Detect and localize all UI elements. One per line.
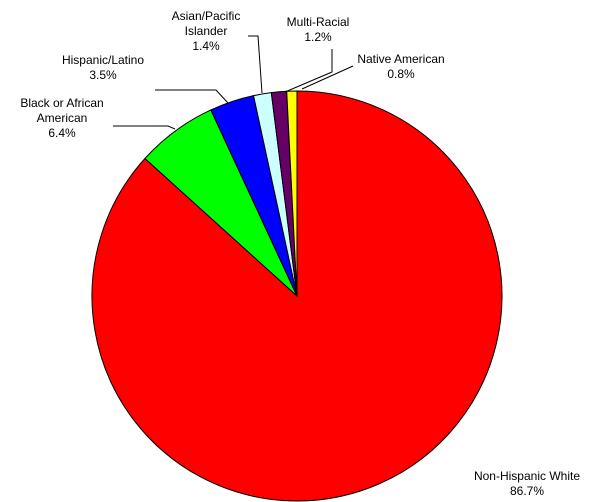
slice-category-label: Non-Hispanic White xyxy=(474,469,580,483)
slice-value-label: 3.5% xyxy=(89,68,117,82)
slice-label-hispanic-latino: Hispanic/Latino 3.5% xyxy=(62,53,144,82)
leader-lines xyxy=(113,35,354,130)
leader-line-native-american xyxy=(301,65,354,90)
slice-value-label: 6.4% xyxy=(48,126,76,140)
slice-category-label: Multi-Racial xyxy=(287,15,350,29)
slice-category-label: Hispanic/Latino xyxy=(62,53,144,67)
slice-label-multi-racial: Multi-Racial 1.2% xyxy=(287,15,350,44)
pie-slices xyxy=(91,90,503,502)
slice-value-label: 1.2% xyxy=(304,30,332,44)
slice-category-label: Native American xyxy=(357,52,444,66)
leader-line-multi-racial xyxy=(284,49,333,93)
leader-line-hispanic-latino xyxy=(155,89,229,104)
slice-label-asian-pacific-islander: Asian/Pacific Islander 1.4% xyxy=(172,9,241,53)
slice-category-label: Asian/Pacific xyxy=(172,9,241,23)
slice-value-label: 86.7% xyxy=(510,484,544,498)
slice-value-label: 0.8% xyxy=(387,67,415,81)
slice-label-black-or-african-american: Black or African American 6.4% xyxy=(20,96,103,140)
slice-labels: Non-Hispanic White 86.7%Black or African A… xyxy=(20,9,580,498)
slice-category-label: Black or African xyxy=(20,96,103,110)
slice-label-native-american: Native American 0.8% xyxy=(357,52,444,81)
leader-line-asian-pacific-islander xyxy=(248,35,263,94)
slice-category-label: American xyxy=(37,111,88,125)
leader-line-black-or-african-american xyxy=(113,125,176,130)
slice-value-label: 1.4% xyxy=(192,39,220,53)
slice-category-label: Islander xyxy=(185,24,228,38)
slice-label-non-hispanic-white: Non-Hispanic White 86.7% xyxy=(474,469,580,498)
